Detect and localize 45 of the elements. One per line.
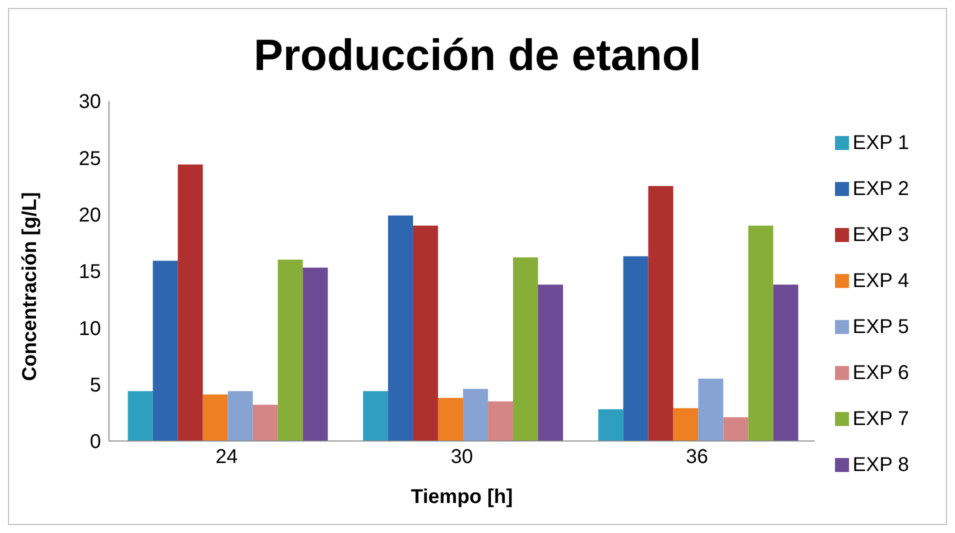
- chart-title: Producción de etanol: [252, 31, 702, 82]
- bar: [438, 398, 464, 441]
- bar: [128, 391, 153, 441]
- bar: [513, 257, 538, 441]
- legend-label: EXP 4: [852, 270, 909, 292]
- legend-label: EXP 6: [852, 362, 909, 384]
- y-axis-title: Concentración [g/L]: [19, 192, 42, 381]
- legend-label: EXP 3: [852, 224, 909, 246]
- bar: [748, 226, 774, 441]
- bar: [152, 260, 178, 441]
- bar: [388, 215, 414, 441]
- bar: [648, 186, 674, 441]
- bar: [228, 391, 253, 441]
- y-tick-label: 0: [90, 431, 101, 454]
- bar: [252, 404, 278, 441]
- bar: [538, 284, 564, 441]
- bar: [413, 226, 438, 441]
- y-tick-label: 25: [78, 148, 101, 170]
- bar: [623, 256, 648, 441]
- bar: [673, 408, 698, 441]
- bar: [178, 164, 203, 441]
- bar: [773, 284, 798, 441]
- y-tick-label: 15: [78, 261, 101, 284]
- y-tick-label: 20: [78, 204, 101, 226]
- bar: [598, 409, 624, 441]
- legend-label: EXP 5: [852, 316, 909, 338]
- bar: [698, 378, 724, 441]
- bar: [202, 394, 228, 441]
- x-tick-label: 24: [215, 446, 238, 468]
- bar: [463, 388, 488, 441]
- legend-label: EXP 8: [852, 454, 909, 476]
- bar: [302, 268, 328, 441]
- x-tick-label: 36: [686, 446, 708, 468]
- y-tick-label: 10: [78, 318, 101, 340]
- legend-label: EXP 2: [852, 178, 909, 200]
- bar: [278, 260, 303, 441]
- bar: [723, 417, 748, 441]
- x-tick-label: 30: [450, 446, 473, 468]
- y-tick-label: 30: [78, 91, 101, 114]
- legend-label: EXP 7: [852, 408, 909, 430]
- y-tick-label: 5: [90, 374, 101, 396]
- x-axis-title: Tiempo [h]: [410, 486, 513, 508]
- bar: [488, 401, 514, 441]
- bar: [363, 391, 388, 441]
- legend-label: EXP 1: [852, 132, 909, 154]
